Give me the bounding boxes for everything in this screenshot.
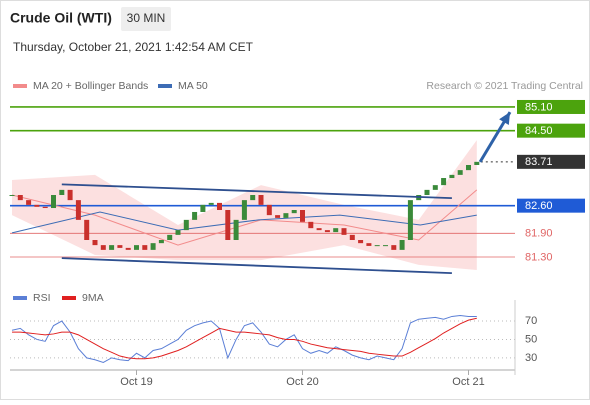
candle — [17, 195, 23, 201]
trend-arrowhead — [499, 112, 510, 126]
trendline — [61, 257, 452, 275]
level-label: 81.30 — [525, 251, 553, 263]
legend-label: MA 50 — [178, 80, 208, 92]
level-label: 83.71 — [525, 156, 553, 168]
candle — [117, 245, 123, 248]
candle — [300, 210, 305, 222]
candle — [399, 240, 405, 250]
level-label-box — [517, 154, 585, 169]
candle — [142, 245, 148, 250]
candle — [225, 210, 231, 240]
timestamp: Thursday, October 21, 2021 1:42:54 AM CE… — [13, 40, 254, 54]
candle — [241, 200, 247, 220]
candle — [432, 185, 438, 190]
candle — [457, 170, 463, 175]
level-label: 85.10 — [525, 101, 553, 113]
candle — [125, 247, 131, 250]
candle — [308, 221, 314, 229]
level-label-box — [517, 99, 585, 114]
y-tick-label: 30 — [525, 352, 537, 364]
candle — [26, 200, 32, 205]
candle — [167, 234, 173, 240]
candle — [333, 228, 339, 233]
candle — [407, 200, 413, 240]
candle — [9, 195, 15, 196]
candle — [134, 245, 139, 250]
candle — [374, 245, 380, 247]
candle — [258, 195, 264, 205]
rsi-line — [12, 317, 477, 360]
candle — [183, 219, 189, 231]
candle — [391, 245, 397, 250]
credit: Research © 2021 Trading Central — [426, 80, 583, 92]
legend-label: 9MA — [82, 292, 104, 304]
candle — [441, 178, 447, 186]
candle — [349, 234, 355, 240]
candle — [250, 195, 256, 201]
level-label-box — [517, 198, 585, 213]
instrument-title: Crude Oil (WTI) — [10, 10, 112, 26]
legend-swatch — [13, 296, 27, 300]
candle — [358, 240, 364, 244]
legend-swatch — [62, 296, 76, 300]
x-tick-label: Oct 21 — [452, 376, 484, 388]
candle — [266, 204, 272, 216]
interval-label[interactable]: 30 MIN — [127, 11, 166, 25]
y-tick-label: 50 — [525, 333, 537, 345]
candle — [217, 202, 222, 210]
legend-label: MA 20 + Bollinger Bands — [33, 80, 148, 92]
rsi-line — [11, 315, 477, 364]
ma-line — [11, 211, 477, 234]
interval-button[interactable] — [121, 7, 171, 31]
candle — [316, 228, 322, 231]
candle — [158, 240, 164, 244]
candle — [42, 206, 48, 209]
candle — [291, 210, 297, 214]
candle — [466, 165, 471, 171]
candle — [474, 161, 480, 165]
x-tick-label: Oct 19 — [120, 376, 152, 388]
candle — [324, 230, 330, 233]
candle — [109, 245, 115, 250]
candle — [200, 204, 206, 212]
candle — [383, 245, 388, 247]
candle — [283, 213, 289, 218]
candle — [275, 215, 281, 218]
x-tick-label: Oct 20 — [286, 376, 318, 388]
candle — [424, 189, 430, 195]
level-label: 81.90 — [525, 228, 553, 240]
candle — [366, 243, 372, 246]
candle — [100, 245, 106, 250]
legend-swatch — [158, 84, 172, 88]
legend-label: RSI — [33, 292, 51, 304]
candle — [67, 189, 73, 201]
candle — [51, 195, 56, 209]
level-label: 82.60 — [525, 200, 553, 212]
candle — [233, 219, 239, 240]
candle — [84, 219, 90, 240]
level-label-box — [517, 123, 585, 138]
trendline — [61, 183, 452, 200]
candle — [192, 211, 198, 220]
candle — [150, 243, 156, 250]
candle — [75, 200, 81, 220]
candle — [59, 189, 65, 195]
candle — [34, 204, 40, 207]
legend-swatch — [13, 84, 27, 88]
candle — [341, 228, 347, 235]
candle — [92, 240, 98, 246]
candle — [208, 202, 214, 205]
candle — [175, 230, 181, 235]
candle — [449, 174, 455, 179]
level-label: 84.50 — [525, 125, 553, 137]
y-tick-label: 70 — [525, 315, 537, 327]
